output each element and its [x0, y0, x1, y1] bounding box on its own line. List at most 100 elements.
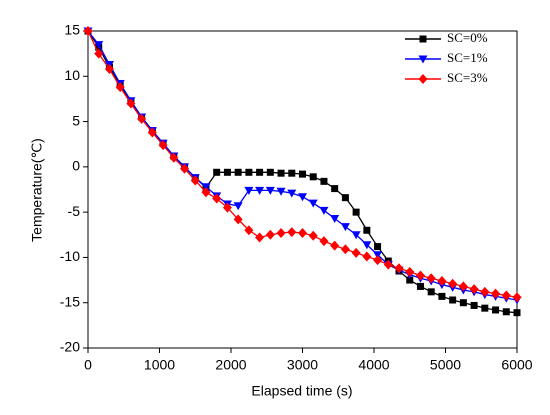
- marker: [394, 263, 404, 274]
- x-tick-label: 5000: [430, 357, 461, 373]
- marker: [363, 226, 371, 234]
- marker: [256, 168, 264, 176]
- marker: [492, 306, 500, 314]
- marker: [234, 168, 242, 176]
- marker: [502, 308, 510, 316]
- marker: [83, 26, 93, 36]
- marker: [255, 186, 265, 195]
- x-tick-label: 6000: [501, 357, 532, 373]
- marker: [212, 193, 222, 204]
- marker: [501, 290, 511, 301]
- y-axis-label: Temperature(℃): [29, 138, 45, 242]
- marker: [265, 229, 275, 240]
- marker: [266, 168, 274, 176]
- y-tick-label: -5: [68, 203, 81, 219]
- marker: [405, 266, 415, 277]
- marker: [287, 189, 297, 198]
- marker: [459, 299, 467, 307]
- marker: [362, 241, 372, 250]
- marker: [341, 194, 349, 202]
- y-tick-label: 0: [72, 158, 80, 174]
- legend-label: SC=0%: [447, 30, 488, 45]
- x-axis-label: Elapsed time (s): [251, 383, 352, 399]
- x-tick-label: 0: [84, 357, 92, 373]
- marker: [190, 175, 200, 186]
- legend-label: SC=1%: [447, 50, 488, 65]
- marker: [126, 98, 136, 109]
- marker: [340, 223, 350, 232]
- marker: [406, 276, 414, 284]
- marker: [94, 48, 104, 59]
- marker: [448, 278, 458, 289]
- marker: [115, 82, 125, 93]
- x-tick-label: 3000: [287, 357, 318, 373]
- marker: [299, 170, 306, 178]
- marker: [169, 152, 179, 163]
- marker: [276, 187, 286, 196]
- marker: [276, 227, 286, 238]
- marker: [94, 41, 104, 50]
- marker: [244, 186, 254, 195]
- marker: [233, 202, 243, 211]
- marker: [147, 127, 157, 138]
- marker: [265, 186, 275, 195]
- marker: [491, 288, 501, 299]
- x-tick-label: 4000: [358, 357, 389, 373]
- marker: [104, 64, 114, 75]
- marker: [298, 193, 307, 202]
- marker: [416, 282, 424, 290]
- marker: [137, 113, 147, 124]
- marker: [340, 244, 350, 255]
- marker: [383, 259, 393, 270]
- x-tick-label: 2000: [215, 357, 246, 373]
- marker: [374, 243, 382, 251]
- marker: [362, 251, 372, 262]
- marker: [331, 185, 339, 193]
- marker: [373, 255, 383, 266]
- marker: [287, 227, 297, 238]
- marker: [277, 169, 285, 177]
- marker: [351, 247, 361, 258]
- marker: [255, 232, 265, 243]
- marker: [449, 296, 457, 304]
- legend-marker: [419, 35, 427, 43]
- marker: [245, 168, 253, 176]
- marker: [298, 227, 307, 238]
- marker: [351, 231, 361, 240]
- marker: [438, 292, 446, 300]
- marker: [223, 168, 231, 176]
- marker: [222, 202, 232, 213]
- marker: [320, 177, 328, 185]
- y-tick-label: 5: [72, 112, 80, 128]
- marker: [427, 288, 435, 296]
- marker: [352, 208, 360, 216]
- marker: [512, 292, 522, 303]
- marker: [319, 206, 329, 215]
- marker: [330, 240, 340, 251]
- marker: [458, 281, 468, 292]
- legend-label: SC=3%: [447, 70, 488, 85]
- y-tick-label: 15: [64, 22, 80, 38]
- marker: [480, 286, 490, 297]
- y-tick-label: -20: [60, 339, 80, 355]
- marker: [470, 301, 478, 309]
- marker: [319, 236, 329, 247]
- marker: [308, 199, 318, 208]
- marker: [288, 169, 296, 177]
- marker: [469, 284, 479, 295]
- marker: [213, 168, 221, 176]
- marker: [308, 230, 318, 241]
- y-tick-label: -10: [60, 248, 80, 264]
- marker: [426, 273, 436, 284]
- marker: [481, 304, 489, 312]
- marker: [513, 309, 521, 317]
- marker: [180, 163, 190, 174]
- y-tick-label: -15: [60, 293, 80, 309]
- legend-marker: [418, 55, 428, 64]
- marker: [415, 270, 425, 281]
- marker: [330, 214, 340, 223]
- legend-marker: [418, 74, 428, 84]
- marker: [244, 225, 254, 236]
- marker: [201, 187, 211, 198]
- marker: [233, 214, 243, 225]
